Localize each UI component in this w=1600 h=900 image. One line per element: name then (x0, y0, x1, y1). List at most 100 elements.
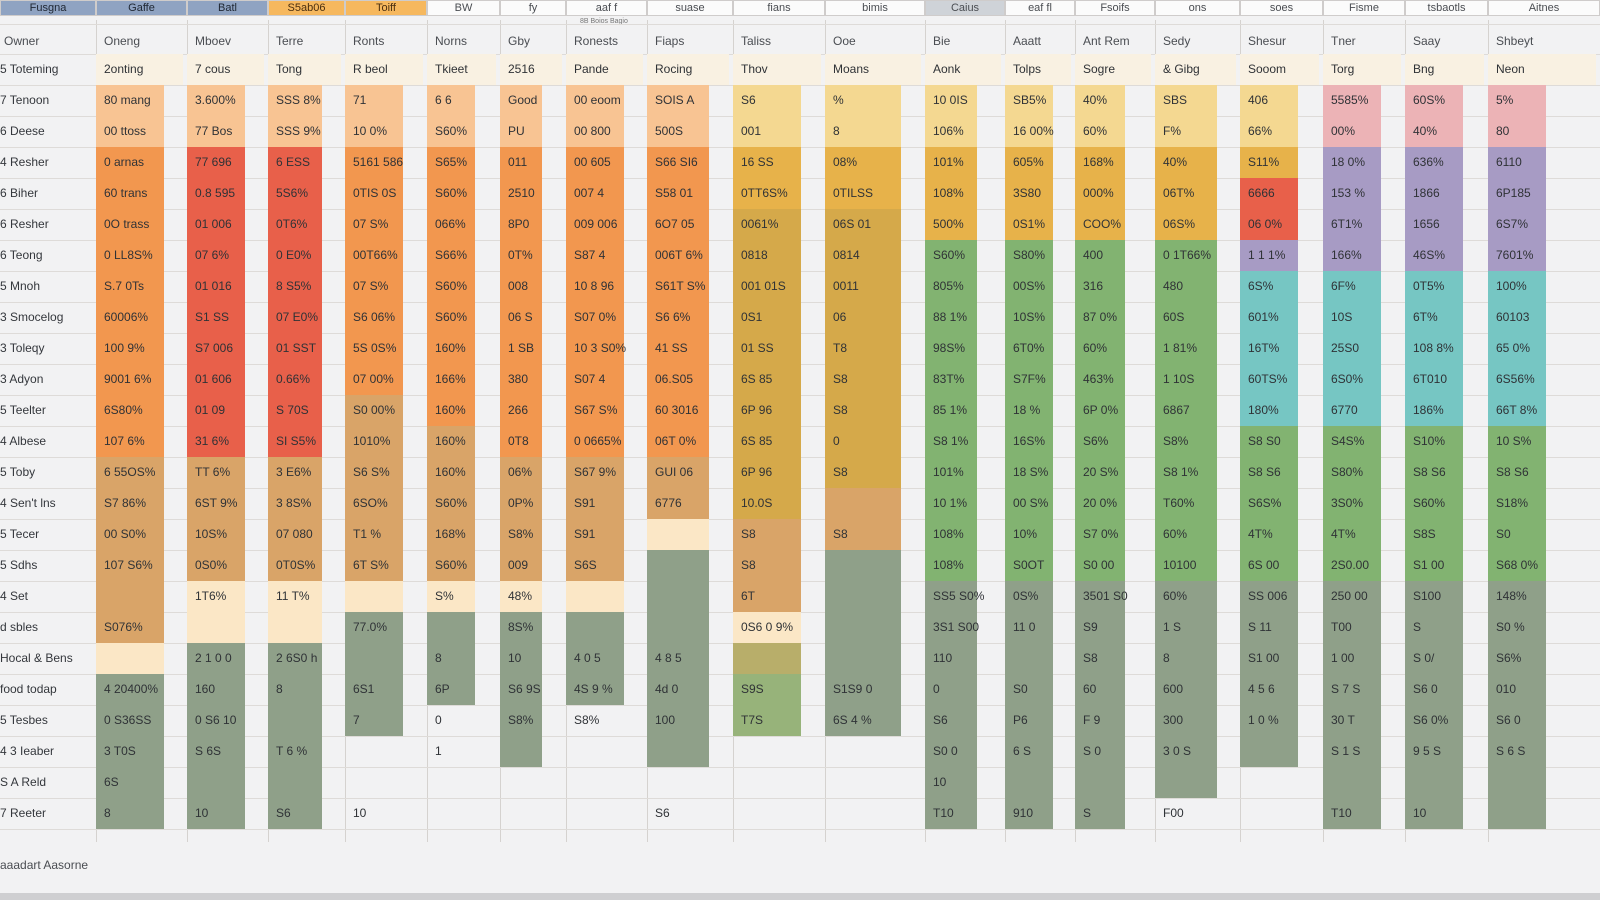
table-cell[interactable]: 160 (195, 682, 216, 696)
table-cell[interactable] (272, 767, 343, 798)
table-cell[interactable]: 00T66% (353, 248, 398, 262)
table-cell[interactable]: 10% (1013, 527, 1038, 541)
toolbar-tab-18[interactable]: tsbaotls (1405, 0, 1488, 16)
table-cell[interactable] (431, 798, 498, 829)
table-cell[interactable]: S1 SS (195, 310, 230, 324)
table-cell[interactable]: S 0 (1083, 744, 1102, 758)
table-cell[interactable]: 0S0% (195, 558, 228, 572)
table-cell[interactable]: 009 (508, 558, 529, 572)
table-cell[interactable]: 9 5 S (1413, 744, 1442, 758)
toolbar-tab-8[interactable]: aaf f (566, 0, 647, 16)
table-cell[interactable]: R beol (353, 62, 388, 76)
table-cell[interactable]: 500% (933, 217, 964, 231)
table-cell[interactable]: & Gibg (1163, 62, 1200, 76)
table-cell[interactable]: Bng (1413, 62, 1435, 76)
table-cell[interactable]: 07 S% (353, 279, 389, 293)
table-cell[interactable] (829, 550, 923, 581)
table-cell[interactable]: 1866 (1413, 186, 1440, 200)
table-cell[interactable]: 5% (1496, 93, 1514, 107)
table-cell[interactable]: 0 E0% (276, 248, 312, 262)
table-cell[interactable]: 77 Bos (195, 124, 233, 138)
table-cell[interactable]: 480 (1163, 279, 1184, 293)
table-cell[interactable]: 6O7 05 (655, 217, 695, 231)
toolbar-tab-14[interactable]: Fsoifs (1075, 0, 1155, 16)
table-cell[interactable]: 6T (741, 589, 756, 603)
table-cell[interactable]: S 6 S (1496, 744, 1526, 758)
table-cell[interactable] (1244, 767, 1321, 798)
table-cell[interactable]: 60006% (104, 310, 149, 324)
table-cell[interactable]: Sooom (1248, 62, 1287, 76)
table-cell[interactable]: 108% (933, 186, 964, 200)
table-cell[interactable]: 0 (933, 682, 940, 696)
table-cell[interactable]: 0TILSS (833, 186, 874, 200)
row-label[interactable]: 5 Tecer (0, 527, 40, 541)
table-cell[interactable]: S6 (276, 806, 291, 820)
table-cell[interactable] (570, 736, 645, 767)
table-cell[interactable]: 60TS% (1248, 372, 1288, 386)
table-cell[interactable]: 66% (1248, 124, 1273, 138)
table-cell[interactable]: 0061% (741, 217, 779, 231)
table-cell[interactable]: 88 1% (933, 310, 968, 324)
table-cell[interactable]: 6T0% (1013, 341, 1045, 355)
table-cell[interactable]: S66% (435, 248, 468, 262)
row-label[interactable]: 3 Toleqy (0, 341, 45, 355)
table-cell[interactable]: S65% (435, 155, 468, 169)
table-cell[interactable]: 16T% (1248, 341, 1280, 355)
table-cell[interactable]: 0T8 (508, 434, 529, 448)
table-cell[interactable]: 00% (1331, 124, 1356, 138)
table-cell[interactable]: 107 S6% (104, 558, 153, 572)
table-cell[interactable]: SBS (1163, 93, 1188, 107)
table-cell[interactable]: 1 1 1% (1248, 248, 1286, 262)
table-cell[interactable]: 500S (655, 124, 684, 138)
row-label[interactable]: 4 Albese (0, 434, 47, 448)
column-header-5[interactable]: Ronts (353, 34, 385, 48)
table-cell[interactable]: 6S 4 % (833, 713, 872, 727)
table-cell[interactable]: S9 (1083, 620, 1098, 634)
table-cell[interactable]: 6P185 (1496, 186, 1531, 200)
table-cell[interactable]: 3 T0S (104, 744, 136, 758)
table-cell[interactable]: 1 10S (1163, 372, 1195, 386)
table-cell[interactable] (272, 612, 343, 643)
row-label[interactable]: 5 Tesbes (0, 713, 48, 727)
toolbar-tab-13[interactable]: eaf fl (1005, 0, 1075, 16)
table-cell[interactable]: 60 3016 (655, 403, 699, 417)
table-cell[interactable]: SB5% (1013, 93, 1047, 107)
table-cell[interactable] (651, 736, 731, 767)
table-cell[interactable]: 7 (353, 713, 360, 727)
table-cell[interactable]: S8 S0 (1248, 434, 1281, 448)
table-cell[interactable]: 463% (1083, 372, 1114, 386)
table-cell[interactable]: S6 9S (508, 682, 541, 696)
table-cell[interactable]: S1S9 0 (833, 682, 873, 696)
table-cell[interactable]: TT 6% (195, 465, 231, 479)
column-header-3[interactable]: Mboev (195, 34, 232, 48)
table-cell[interactable]: 11 T% (276, 589, 310, 603)
table-cell[interactable]: S07 4 (574, 372, 606, 386)
row-label[interactable]: 5 Sdhs (0, 558, 38, 572)
table-cell[interactable]: Moans (833, 62, 870, 76)
table-cell[interactable]: 2516 (508, 62, 535, 76)
row-label[interactable]: 3 Smocelog (0, 310, 64, 324)
column-header-8[interactable]: Ronests (574, 34, 619, 48)
table-cell[interactable]: 0S6 0 9% (741, 620, 794, 634)
table-cell[interactable]: 10 (195, 806, 209, 820)
table-cell[interactable]: S076% (104, 620, 143, 634)
table-cell[interactable]: 6P 96 (741, 465, 773, 479)
table-cell[interactable]: 1T6% (195, 589, 227, 603)
table-cell[interactable]: S6 (655, 806, 670, 820)
table-cell[interactable]: GUI 06 (655, 465, 694, 479)
table-cell[interactable]: 07 00% (353, 372, 394, 386)
table-cell[interactable]: 160% (435, 403, 466, 417)
table-cell[interactable]: 153 % (1331, 186, 1366, 200)
column-header-4[interactable]: Terre (276, 34, 304, 48)
table-cell[interactable]: 1 81% (1163, 341, 1198, 355)
table-cell[interactable]: S10% (1413, 434, 1446, 448)
table-cell[interactable]: 1 0 % (1248, 713, 1279, 727)
table-cell[interactable]: 0.66% (276, 372, 311, 386)
table-cell[interactable]: 5S 0S% (353, 341, 397, 355)
table-cell[interactable]: 00 ttoss (104, 124, 147, 138)
table-cell[interactable]: 0S% (1013, 589, 1039, 603)
row-label[interactable]: 4 Sen't lns (0, 496, 56, 510)
table-cell[interactable] (570, 767, 645, 798)
table-cell[interactable]: 4S 9 % (574, 682, 613, 696)
table-cell[interactable]: S0 % (1496, 620, 1525, 634)
